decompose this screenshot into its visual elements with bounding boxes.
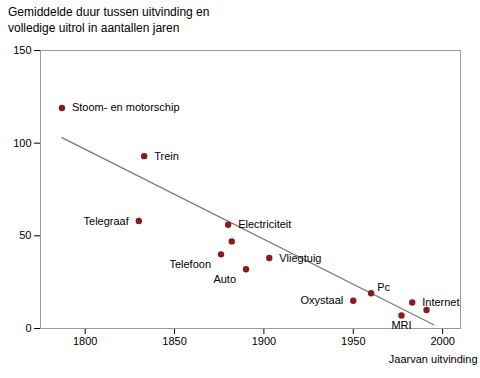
svg-text:Jaarvan uitvinding: Jaarvan uitvinding (389, 353, 478, 365)
html-text:Gemiddelde duur tussen uitvind: Gemiddelde duur tussen uitvinding en vol… (8, 5, 210, 36)
svg-text:Pc: Pc (377, 281, 390, 293)
svg-text:1850: 1850 (162, 336, 186, 348)
svg-text:1900: 1900 (252, 336, 276, 348)
svg-text:50: 50 (19, 230, 31, 242)
svg-text:Internet: Internet (422, 296, 459, 308)
svg-text:1800: 1800 (73, 336, 97, 348)
svg-text:Telefoon: Telefoon (169, 258, 211, 270)
svg-text:150: 150 (13, 44, 31, 56)
svg-text:0: 0 (25, 322, 31, 334)
svg-text:1950: 1950 (341, 336, 365, 348)
svg-text:2000: 2000 (430, 336, 454, 348)
svg-text:Telegraaf: Telegraaf (84, 215, 130, 227)
svg-text:Stoom- en motorschip: Stoom- en motorschip (72, 102, 180, 114)
svg-text:Auto: Auto (213, 273, 236, 285)
svg-text:Trein: Trein (154, 150, 179, 162)
svg-text:Oxystaal: Oxystaal (300, 295, 343, 307)
svg-text:100: 100 (13, 137, 31, 149)
svg-text:Vliegtuig: Vliegtuig (279, 252, 321, 264)
svg-text:MRI: MRI (391, 319, 411, 331)
svg-text:Electriciteit: Electriciteit (238, 219, 291, 231)
